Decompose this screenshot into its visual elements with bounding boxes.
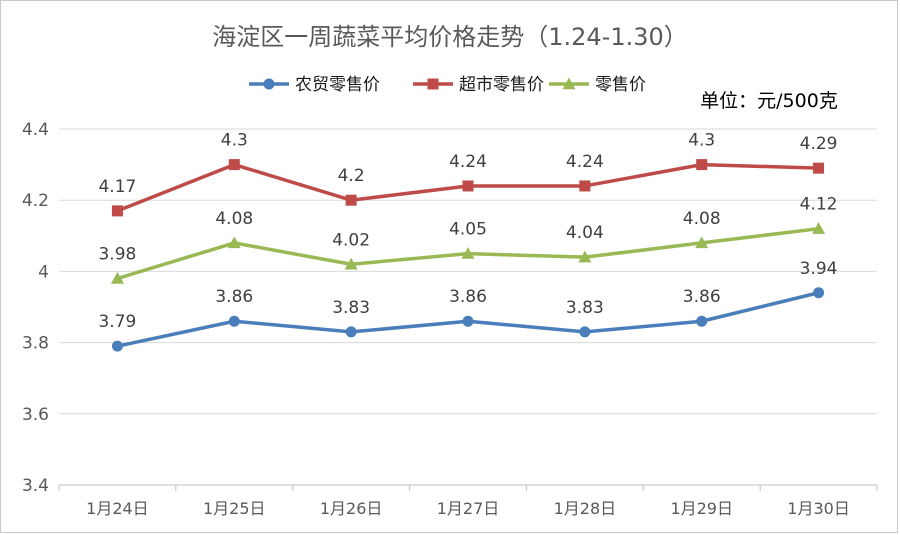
data-label: 4.29 [800,134,838,154]
data-label: 4.24 [566,152,604,172]
series-1: 3.79 3.86 3.83 3.86 3.83 3.86 3.94 [98,259,838,352]
data-point [227,236,241,249]
legend-entry: 零售价 [549,75,646,95]
legend-marker [427,78,439,90]
data-label: 4.3 [221,131,248,151]
legend-marker [562,77,576,90]
data-label: 4.3 [688,131,715,151]
series-3: 3.98 4.08 4.02 4.05 4.04 4.08 4.12 [98,195,838,284]
data-label: 4.08 [215,209,253,229]
data-point [110,272,124,284]
x-tick-label: 1月28日 [554,499,617,518]
data-point [696,315,708,327]
data-label: 4.08 [683,209,721,229]
data-point [461,247,475,259]
data-label: 4.12 [800,195,838,215]
x-tick-label: 1月26日 [320,499,383,518]
legend-marker [263,78,275,90]
data-point [812,222,826,234]
data-point [228,315,240,327]
legend-label: 超市零售价 [459,75,544,95]
y-tick-label: 3.6 [22,405,49,425]
data-label: 3.86 [683,287,721,307]
legend-entry: 农贸零售价 [249,75,380,95]
chart-title: 海淀区一周蔬菜平均价格走势（1.24-1.30） [212,23,688,51]
x-tick-label: 1月24日 [86,499,149,518]
data-point [696,159,708,171]
data-point [578,250,592,263]
data-label: 3.86 [449,287,487,307]
data-point [813,287,825,299]
unit-note: 单位：元/500克 [700,90,838,112]
data-point [345,326,357,338]
data-point [344,257,358,270]
data-point [695,236,709,249]
data-point [462,180,474,192]
data-label: 3.79 [98,312,136,332]
legend-label: 零售价 [595,75,646,95]
data-point [345,194,357,206]
data-label: 3.94 [800,259,838,279]
data-label: 3.83 [332,298,370,318]
legend-entry: 超市零售价 [413,75,544,95]
y-tick-label: 3.8 [22,334,49,354]
y-tick-label: 4 [38,262,49,282]
axes: 3.4 3.6 3.8 4 4.2 4.4 1月24日 1月25日 1月26日 1月27日 1月28… [22,120,878,518]
data-point [228,159,240,171]
x-tick-label: 1月25日 [203,499,266,518]
y-tick-label: 3.4 [22,476,49,496]
data-point [579,180,591,192]
data-label: 4.24 [449,152,487,172]
x-tick-label: 1月29日 [670,499,733,518]
y-tick-label: 4.2 [22,191,49,211]
series-group: 3.793.863.833.863.833.863.944.174.34.24.… [98,131,838,352]
data-point [462,315,474,327]
x-tick-label: 1月27日 [437,499,500,518]
legend-label: 农贸零售价 [295,75,380,95]
x-tick-label: 1月30日 [787,499,850,518]
data-label: 4.2 [338,166,365,186]
data-point [579,326,591,338]
series-2: 4.17 4.3 4.2 4.24 4.24 4.3 4.29 [98,131,838,217]
data-point [111,205,123,217]
data-label: 4.05 [449,220,487,240]
data-label: 4.17 [98,177,136,197]
data-label: 4.02 [332,230,370,250]
data-label: 3.83 [566,298,604,318]
data-point [813,162,825,174]
data-label: 3.98 [98,245,136,265]
y-tick-label: 4.4 [22,120,49,140]
data-point [111,340,123,352]
data-label: 4.04 [566,223,604,243]
legend: 农贸零售价 超市零售价 零售价 [249,75,646,95]
data-label: 3.86 [215,287,253,307]
